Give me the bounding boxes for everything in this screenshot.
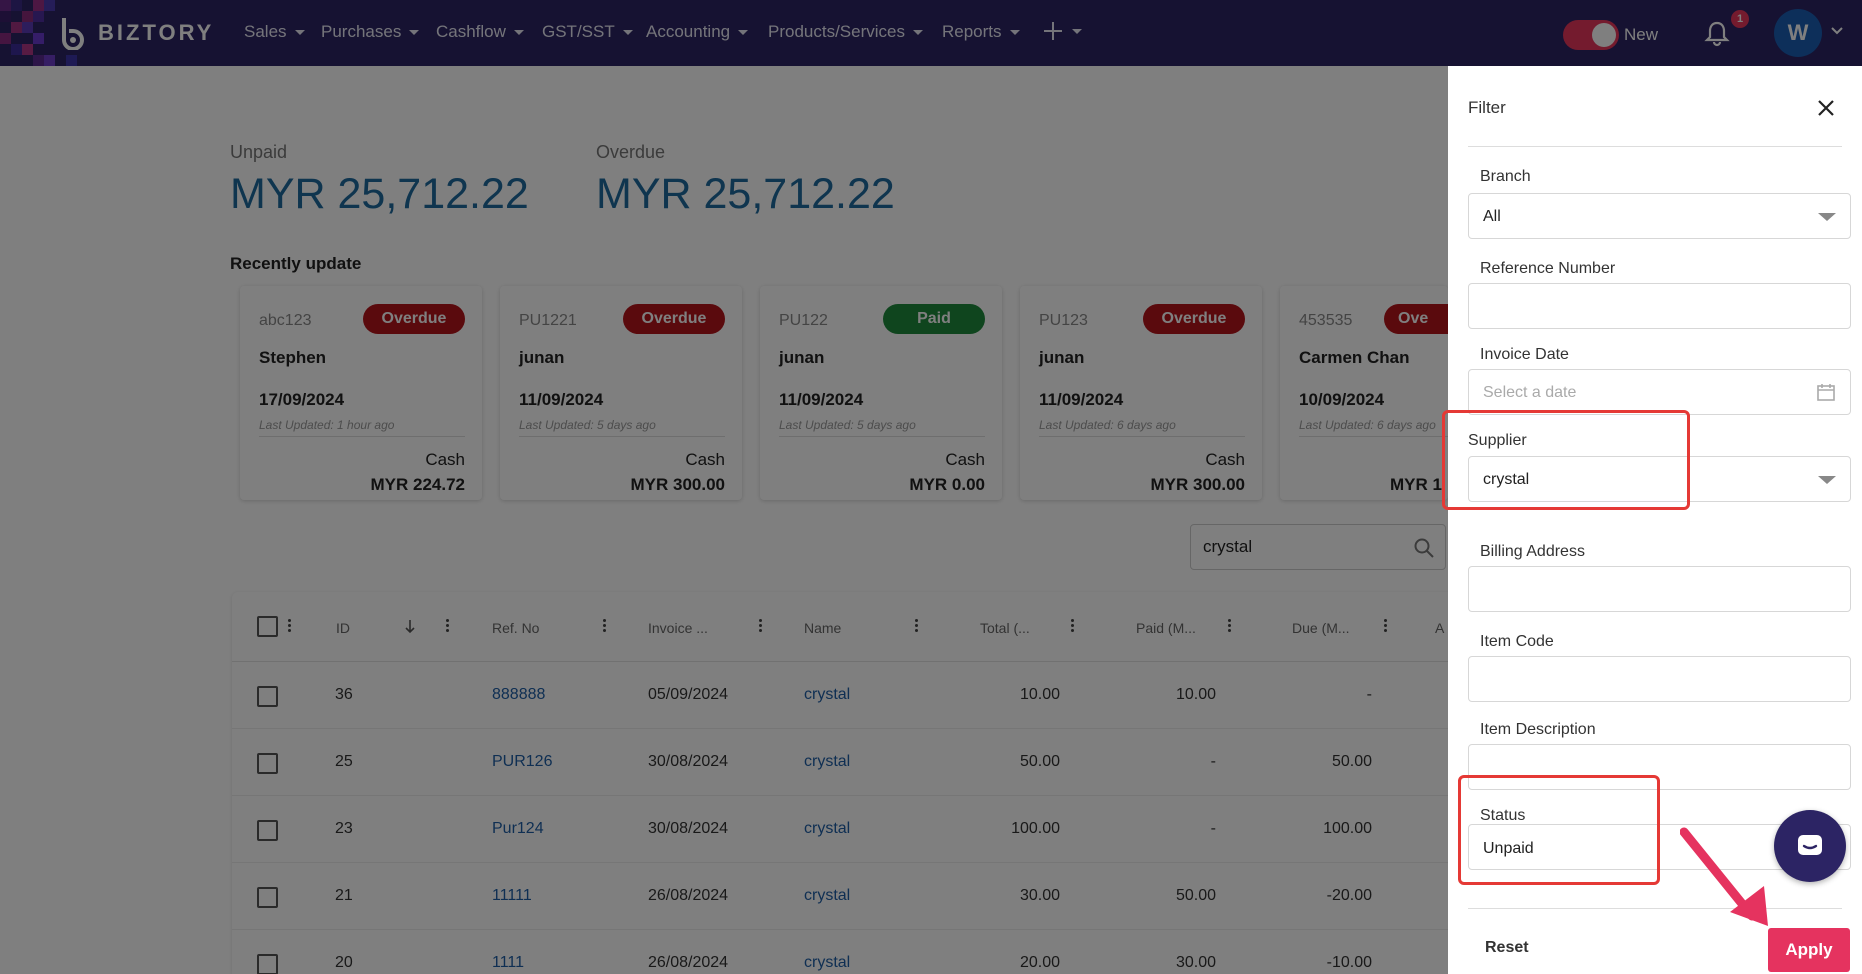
supplier-highlight-box bbox=[1442, 410, 1690, 510]
invoice-date-label: Invoice Date bbox=[1480, 346, 1569, 363]
calendar-icon bbox=[1817, 384, 1835, 401]
status-label: Status bbox=[1480, 807, 1526, 824]
divider bbox=[1468, 146, 1842, 147]
chat-widget-button[interactable] bbox=[1774, 810, 1846, 882]
invoice-date-picker[interactable]: Select a date bbox=[1468, 369, 1851, 415]
apply-button[interactable]: Apply bbox=[1768, 928, 1850, 972]
reset-button[interactable]: Reset bbox=[1485, 939, 1529, 956]
item-code-input[interactable] bbox=[1468, 656, 1851, 702]
pointer-arrow-icon bbox=[1680, 827, 1768, 926]
dropdown-arrow-icon bbox=[1818, 213, 1836, 221]
status-highlight-box bbox=[1458, 775, 1660, 885]
filter-title: Filter bbox=[1468, 98, 1506, 117]
status-value: Unpaid bbox=[1483, 840, 1534, 857]
item-code-label: Item Code bbox=[1480, 633, 1554, 650]
branch-value: All bbox=[1483, 208, 1501, 225]
chat-icon bbox=[1798, 835, 1822, 855]
branch-label: Branch bbox=[1480, 168, 1531, 185]
dropdown-arrow-icon bbox=[1818, 476, 1836, 484]
invoice-date-placeholder: Select a date bbox=[1483, 384, 1577, 401]
reference-number-label: Reference Number bbox=[1480, 260, 1616, 277]
reference-number-input[interactable] bbox=[1468, 283, 1851, 329]
divider bbox=[1468, 908, 1842, 909]
supplier-value: crystal bbox=[1483, 471, 1530, 488]
supplier-label: Supplier bbox=[1468, 432, 1527, 449]
billing-address-input[interactable] bbox=[1468, 566, 1851, 612]
item-description-label: Item Description bbox=[1480, 721, 1596, 738]
close-icon[interactable] bbox=[1814, 96, 1838, 120]
supplier-select[interactable]: crystal bbox=[1468, 456, 1851, 502]
filter-panel: Filter Branch All Reference Number Invoi… bbox=[1448, 66, 1862, 974]
billing-address-label: Billing Address bbox=[1480, 543, 1585, 560]
branch-select[interactable]: All bbox=[1468, 193, 1851, 239]
